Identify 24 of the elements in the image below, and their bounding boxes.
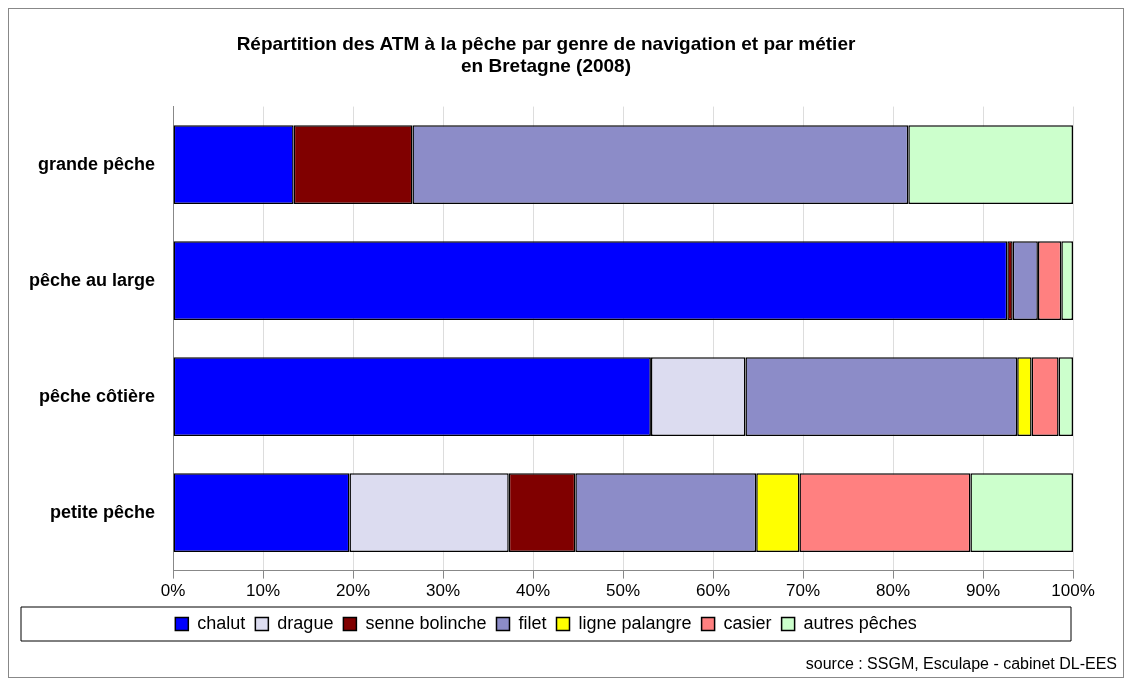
x-tick-label: 40%	[516, 581, 551, 601]
legend-label: autres pêches	[803, 612, 917, 633]
legend-label: drague	[277, 612, 334, 633]
x-tick-label: 80%	[875, 581, 911, 601]
x-tick-label: 70%	[786, 581, 821, 601]
y-tick-label: pêche au large	[28, 269, 156, 290]
y-tick-label: pêche côtière	[38, 385, 156, 406]
x-tick-label: 90%	[965, 581, 1001, 601]
y-tick-label: petite pêche	[50, 501, 156, 522]
x-tick-label: 10%	[246, 581, 281, 601]
x-tick-label: 0%	[160, 581, 186, 601]
legend-label: chalut	[197, 612, 246, 633]
legend-label: senne bolinche	[365, 612, 487, 633]
y-tick-label: grande pêche	[38, 153, 156, 174]
x-tick-label: 50%	[606, 581, 641, 601]
x-tick-label: 100%	[1051, 581, 1095, 601]
chart-title: Répartition des ATM à la pêche par genre de navigation et par métier en Bretagne (2008)	[236, 32, 856, 77]
x-tick-label: 60%	[696, 581, 731, 601]
legend-label: filet	[518, 612, 547, 633]
source-note: source : SSGM, Esculape - cabinet DL-EES	[805, 655, 1117, 673]
x-tick-label: 20%	[336, 581, 371, 601]
x-tick-label: 30%	[426, 581, 461, 601]
legend-label: ligne palangre	[578, 612, 692, 633]
legend-label: casier	[723, 612, 772, 633]
